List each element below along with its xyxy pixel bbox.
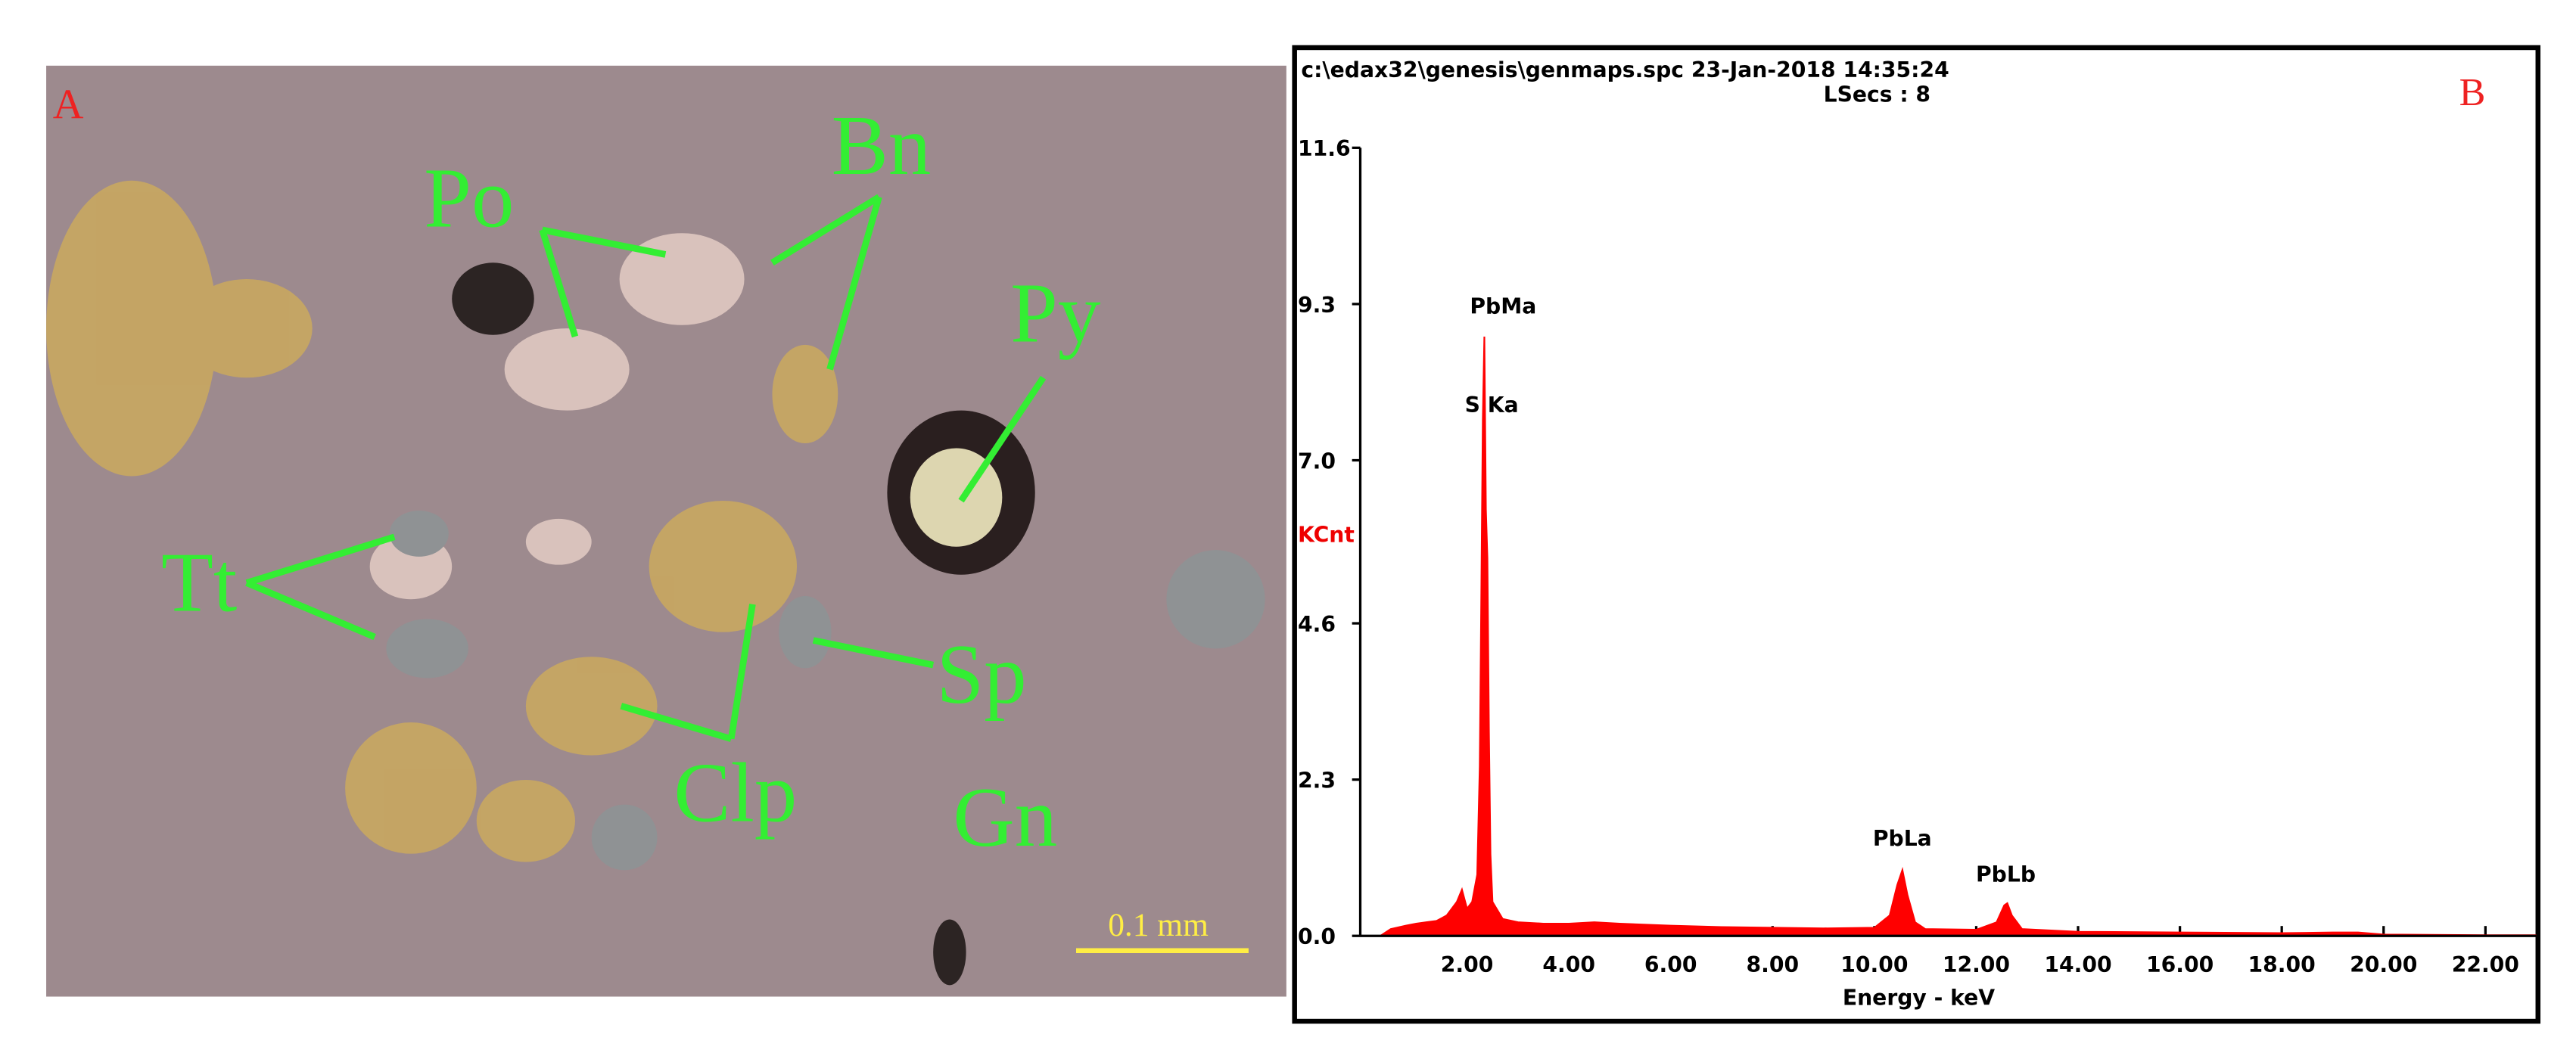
mineral-label: Clp (674, 745, 797, 840)
spectrum (1377, 337, 2537, 937)
x-tick-label: 14.00 (2044, 952, 2111, 977)
y-tick-label: 4.6 (1298, 612, 1336, 637)
subheader: LSecs : 8 (1824, 82, 1930, 107)
mineral-label: Py (1010, 266, 1100, 360)
y-tick-label: 2.3 (1298, 768, 1336, 793)
pit (452, 262, 534, 335)
x-tick-label: 12.00 (1943, 952, 2010, 977)
micrograph: A Po Bn Py Tt Sp Clp Gn 0.1 mm (46, 65, 1286, 997)
x-tick-label: 2.00 (1441, 952, 1494, 977)
x-tick-label: 16.00 (2146, 952, 2214, 977)
x-tick-label: 20.00 (2350, 952, 2417, 977)
chalcopyrite-grains (46, 180, 838, 862)
scale-bar-label: 0.1 mm (1108, 907, 1209, 943)
panel-border (1292, 45, 2541, 1024)
pyrite-grain (887, 410, 1035, 575)
y-tick-label: 11.6 (1298, 136, 1351, 161)
x-tick-label: 6.00 (1644, 952, 1697, 977)
x-tick-label: 22.00 (2452, 952, 2519, 977)
y-tick-label: 0.0 (1298, 924, 1336, 949)
spectrum-panel: c:\edax32\genesis\genmaps.spc 23-Jan-201… (1292, 45, 2541, 1024)
pyrrhotite-grains (369, 233, 745, 600)
mineral-label: Tt (161, 535, 237, 629)
peak-label: PbLb (1976, 862, 2036, 887)
x-tick-label: 4.00 (1542, 952, 1595, 977)
mineral-label: Po (424, 151, 514, 246)
peak-label: S Ka (1465, 393, 1519, 418)
peak-label: PbMa (1470, 294, 1536, 319)
peak-label: PbLa (1873, 826, 1932, 851)
y-tick-label: 9.3 (1298, 293, 1336, 318)
x-axis-label: Energy - keV (1843, 985, 1995, 1010)
y-axis-label: KCnt (1298, 522, 1355, 547)
mineral-label: Gn (953, 770, 1057, 865)
x-tick-label: 18.00 (2248, 952, 2316, 977)
y-tick-label: 7.0 (1298, 449, 1336, 474)
panel-label: B (2459, 71, 2486, 114)
mineral-label: Bn (832, 98, 932, 193)
panel-label: A (53, 81, 84, 128)
tetrahedrite-grains (386, 511, 1265, 871)
x-tick-label: 10.00 (1840, 952, 1908, 977)
mineral-label: Sp (937, 627, 1027, 722)
arrows (245, 194, 1047, 742)
header: c:\edax32\genesis\genmaps.spc 23-Jan-201… (1301, 57, 1949, 82)
x-tick-label: 8.00 (1747, 952, 1800, 977)
pit (933, 919, 966, 986)
